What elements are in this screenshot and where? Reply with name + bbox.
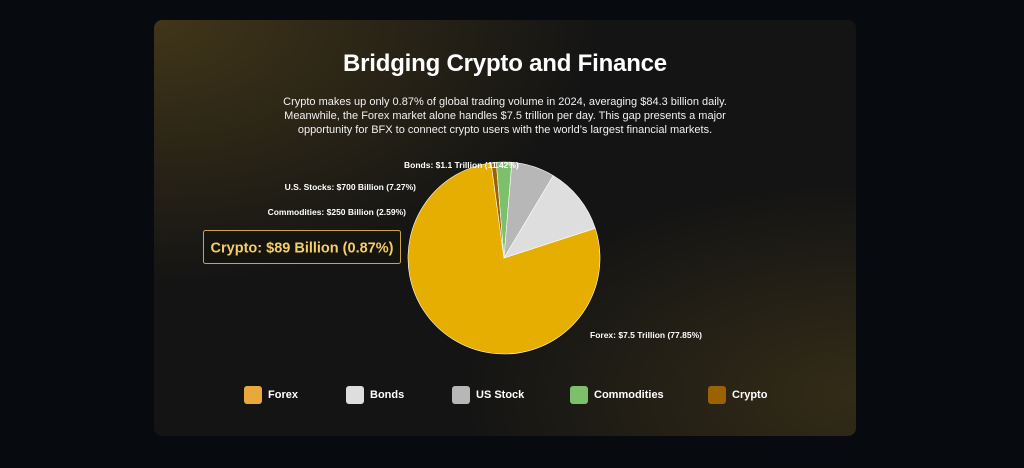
legend-swatch bbox=[244, 386, 262, 404]
description-line: opportunity for BFX to connect crypto us… bbox=[297, 124, 713, 136]
chart-card: Bridging Crypto and Finance Crypto makes… bbox=[154, 20, 856, 436]
legend-swatch bbox=[708, 386, 726, 404]
legend-item-commodities: Commodities bbox=[570, 386, 664, 404]
legend-label: Forex bbox=[268, 389, 298, 401]
chart-legend: Forex Bonds US Stock Commodities Crypto bbox=[154, 386, 856, 406]
legend-swatch bbox=[570, 386, 588, 404]
slice-label-bonds: Bonds: $1.1 Trillion (11.42%) bbox=[404, 160, 519, 170]
slice-label-commodities: Commodities: $250 Billion (2.59%) bbox=[268, 207, 407, 217]
pie-chart: Forex: $7.5 Trillion (77.85%) Commodities… bbox=[203, 160, 702, 355]
legend-label: Bonds bbox=[370, 389, 405, 401]
chart-title: Bridging Crypto and Finance bbox=[343, 50, 667, 77]
slice-label-forex: Forex: $7.5 Trillion (77.85%) bbox=[590, 330, 702, 340]
legend-label: Commodities bbox=[594, 389, 664, 401]
highlight-callout-box bbox=[203, 230, 401, 264]
description-line: Crypto makes up only 0.87% of global tra… bbox=[283, 96, 727, 108]
chart-description: Crypto makes up only 0.87% of global tra… bbox=[274, 95, 736, 137]
legend-swatch bbox=[452, 386, 470, 404]
legend-item-forex: Forex bbox=[244, 386, 298, 404]
pie-slice-bonds bbox=[503, 175, 596, 259]
slice-label-us-stock: U.S. Stocks: $700 Billion (7.27%) bbox=[285, 182, 416, 192]
description-line: Meanwhile, the Forex market alone handle… bbox=[284, 110, 726, 122]
legend-label: US Stock bbox=[476, 389, 525, 401]
pie-slice-forex bbox=[407, 162, 601, 355]
highlight-callout-label: Crypto: $89 Billion (0.87%) bbox=[211, 241, 394, 257]
legend-swatch bbox=[346, 386, 364, 404]
legend-label: Crypto bbox=[732, 389, 768, 401]
legend-item-bonds: Bonds bbox=[346, 386, 404, 404]
legend-item-crypto: Crypto bbox=[708, 386, 767, 404]
legend-item-us-stock: US Stock bbox=[452, 386, 524, 404]
